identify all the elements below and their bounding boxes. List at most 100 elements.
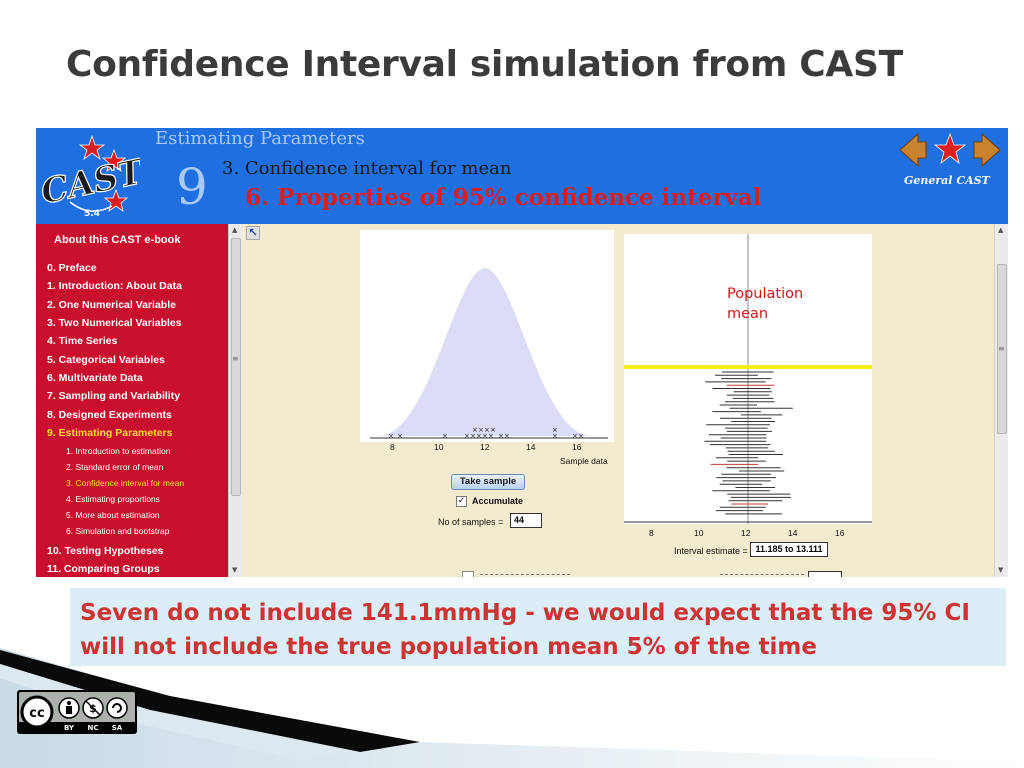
slide-title: Confidence Interval simulation from CAST	[66, 44, 903, 85]
sidebar-item-estimating-parameters[interactable]: 9. Estimating Parameters	[47, 427, 173, 439]
cast-screenshot: CAST 5.4 Estimating Parameters 9 3. Conf…	[36, 128, 1008, 577]
sidebar-subitem-more-estimation[interactable]: 5. More about estimation	[66, 510, 160, 520]
sidebar-scroll-thumb[interactable]	[231, 238, 241, 496]
license-term: SA	[112, 724, 123, 732]
scroll-down-icon[interactable]: ▼	[232, 566, 238, 574]
nav-controls	[899, 132, 1001, 168]
prev-arrow-icon[interactable]	[899, 132, 927, 168]
dist-tick: 14	[526, 442, 536, 452]
sample-point: ×	[488, 432, 494, 440]
star-icon	[103, 188, 129, 212]
sidebar-item-sampling[interactable]: 7. Sampling and Variability	[47, 390, 181, 402]
cast-logo-text: CAST	[40, 151, 140, 212]
sample-point: ×	[498, 432, 504, 440]
ci-tick: 8	[649, 528, 654, 538]
page-title: 6. Properties of 95% confidence interval	[245, 184, 762, 211]
sidebar-item-multivariate[interactable]: 6. Multivariate Data	[47, 372, 143, 384]
cutoff-checkbox[interactable]	[462, 571, 474, 577]
sidebar-item-comparing-groups[interactable]: 11. Comparing Groups	[47, 563, 160, 575]
sidebar-subitem-standard-error[interactable]: 2. Standard error of mean	[66, 462, 164, 472]
cc-icon	[20, 695, 54, 729]
dist-tick: 12	[480, 442, 490, 452]
sampling-distribution-panel: × × × × × × × × × × × × × × × × × ×	[360, 230, 614, 442]
cc-license-badge: cc $ BY NC SA	[17, 690, 137, 734]
resize-arrow-icon[interactable]: ↖	[246, 226, 260, 240]
callout-text: Seven do not include 141.1mmHg - we woul…	[80, 600, 970, 660]
scroll-up-icon[interactable]: ▲	[998, 226, 1004, 234]
sidebar-item-introduction[interactable]: 1. Introduction: About Data	[47, 280, 182, 292]
applet-scrollbar[interactable]: ▲ ≡ ▼	[994, 224, 1008, 577]
sidebar-item-one-numerical[interactable]: 2. One Numerical Variable	[47, 299, 176, 311]
cast-sidebar: About this CAST e-book 0. Preface 1. Int…	[36, 224, 228, 577]
section-title: Estimating Parameters	[155, 128, 365, 149]
sidebar-item-categorical[interactable]: 5. Categorical Variables	[47, 354, 165, 366]
star-icon	[101, 148, 127, 172]
ci-tick: 16	[835, 528, 845, 538]
sidebar-item-two-numerical[interactable]: 3. Two Numerical Variables	[47, 317, 182, 329]
sidebar-subitem-ci-mean[interactable]: 3. Confidence interval for mean	[66, 478, 185, 488]
callout-box: Seven do not include 141.1mmHg - we woul…	[70, 588, 1006, 666]
take-sample-button[interactable]: Take sample	[451, 474, 525, 490]
dist-tick: 16	[572, 442, 582, 452]
sample-point: ×	[388, 432, 394, 440]
sample-point: ×	[578, 432, 584, 440]
sample-point: ×	[552, 432, 558, 440]
interval-estimate-field: 11.185 to 13.111	[750, 542, 828, 557]
ci-tick: 10	[694, 528, 704, 538]
cutoff-field	[808, 571, 842, 577]
sample-point: ×	[504, 432, 510, 440]
sidebar-item-designed-experiments[interactable]: 8. Designed Experiments	[47, 409, 172, 421]
star-icon	[78, 134, 106, 161]
confidence-interval-panel	[624, 234, 872, 524]
highlighted-interval-band	[624, 365, 872, 369]
sample-points: × × × × × × × × × × × × × × × × × ×	[388, 426, 584, 440]
chapter-number: 9	[176, 158, 208, 216]
footer-decoration	[0, 648, 1024, 768]
scroll-up-icon[interactable]: ▲	[232, 226, 238, 234]
sample-point: ×	[397, 432, 403, 440]
dist-tick: 10	[434, 442, 444, 452]
sample-point: ×	[572, 432, 578, 440]
applet-scroll-thumb[interactable]	[997, 264, 1007, 434]
sa-icon	[106, 697, 128, 719]
sample-point: ×	[476, 432, 482, 440]
dist-tick: 8	[390, 442, 395, 452]
sidebar-subitem-simulation-bootstrap[interactable]: 6. Simulation and bootstrap	[66, 526, 170, 536]
sample-point: ×	[464, 432, 470, 440]
cutoff-label	[480, 574, 570, 577]
sidebar-item-time-series[interactable]: 4. Time Series	[47, 335, 118, 347]
footer-wave-blue	[0, 664, 360, 760]
sidebar-scrollbar[interactable]: ▲ ≡ ▼	[228, 224, 242, 577]
scroll-down-icon[interactable]: ▼	[998, 566, 1004, 574]
dist-axis-ticks: 8 10 12 14 16	[360, 442, 620, 456]
sample-point: ×	[442, 432, 448, 440]
sample-point: ×	[484, 426, 490, 434]
num-samples-field[interactable]: 44	[510, 513, 542, 528]
num-samples-label: No of samples =	[438, 517, 504, 527]
sidebar-header[interactable]: About this CAST e-book	[54, 234, 181, 246]
license-term: NC	[88, 724, 99, 732]
subsection-title: 3. Confidence interval for mean	[222, 158, 512, 179]
sidebar-item-preface[interactable]: 0. Preface	[47, 262, 97, 274]
sample-point: ×	[482, 432, 488, 440]
grip-icon: ≡	[998, 344, 1005, 353]
population-mean-annotation: Population mean	[727, 286, 804, 322]
sample-point: ×	[552, 426, 558, 434]
next-arrow-icon[interactable]	[973, 132, 1001, 168]
normal-curve	[378, 268, 592, 436]
sample-point: ×	[478, 426, 484, 434]
ci-tick: 12	[741, 528, 751, 538]
accumulate-label: Accumulate	[472, 496, 524, 506]
sidebar-subitem-intro-estimation[interactable]: 1. Introduction to estimation	[66, 446, 171, 456]
cast-logo: CAST 5.4	[40, 134, 140, 219]
cast-banner: CAST 5.4 Estimating Parameters 9 3. Conf…	[36, 128, 1008, 224]
footer-wave-dark	[0, 650, 420, 752]
sidebar-item-testing-hypotheses[interactable]: 10. Testing Hypotheses	[47, 545, 164, 557]
sample-point: ×	[490, 426, 496, 434]
grip-icon: ≡	[232, 354, 239, 363]
general-cast-link[interactable]: General CAST	[904, 174, 990, 187]
license-term: BY	[64, 724, 75, 732]
star-icon[interactable]	[933, 132, 967, 165]
sidebar-subitem-proportions[interactable]: 4. Estimating proportions	[66, 494, 161, 504]
accumulate-checkbox[interactable]: ✓	[456, 496, 467, 507]
